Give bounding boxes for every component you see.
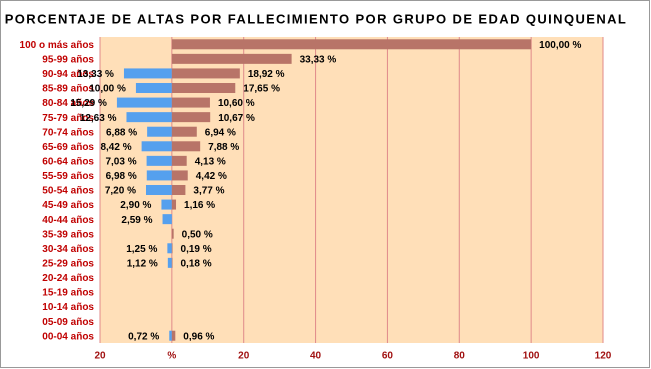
value-label: 2,90 % xyxy=(120,200,151,211)
bar xyxy=(171,155,187,166)
value-label: 100,00 % xyxy=(539,40,581,51)
y-tick-label: 100 o más años xyxy=(20,40,95,51)
bar xyxy=(116,97,172,108)
y-tick-label: 50-54 años xyxy=(42,186,94,197)
bar xyxy=(171,141,201,152)
y-tick-label: 65-69 años xyxy=(42,142,94,153)
value-label: 6,88 % xyxy=(106,127,137,138)
value-label: 10,67 % xyxy=(218,113,255,124)
value-label: 13,33 % xyxy=(77,69,114,80)
bar xyxy=(171,228,174,239)
value-label: 33,33 % xyxy=(300,54,337,65)
bar xyxy=(171,83,236,93)
x-tick-label: 120 xyxy=(595,351,612,362)
bar xyxy=(162,214,172,225)
y-tick-label: 80-84 años xyxy=(42,98,94,109)
value-label: 0,72 % xyxy=(128,331,159,342)
value-label: 4,13 % xyxy=(195,156,226,167)
bar xyxy=(123,68,172,79)
value-label: 1,25 % xyxy=(126,244,157,255)
y-tick-label: 90-94 años xyxy=(42,69,94,80)
bar xyxy=(171,126,197,137)
x-tick-label: 40 xyxy=(310,351,322,362)
y-tick-label: 95-99 años xyxy=(42,54,94,65)
bar xyxy=(161,199,172,210)
bar xyxy=(171,170,188,181)
value-label: 7,88 % xyxy=(208,142,239,153)
x-tick-label: 20 xyxy=(238,351,250,362)
y-tick-label: 05-09 años xyxy=(42,317,94,328)
bar xyxy=(147,126,172,137)
value-label: 6,94 % xyxy=(205,127,236,138)
value-label: 8,42 % xyxy=(100,142,131,153)
x-tick-label: 60 xyxy=(382,351,394,362)
bar xyxy=(135,83,172,93)
bar xyxy=(171,53,292,64)
bar xyxy=(171,185,186,195)
bar xyxy=(171,243,173,254)
value-label: 6,98 % xyxy=(106,171,137,182)
bar xyxy=(146,170,172,181)
bar xyxy=(145,185,172,195)
y-tick-label: 70-74 años xyxy=(42,127,94,138)
value-label: 7,20 % xyxy=(105,186,136,197)
value-label: 10,00 % xyxy=(89,84,126,95)
bar xyxy=(146,155,172,166)
bar xyxy=(171,68,240,79)
chart-title: PORCENTAJE DE ALTAS POR FALLECIMIENTO PO… xyxy=(5,11,628,26)
y-tick-label: 75-79 años xyxy=(42,113,94,124)
value-label: 15,29 % xyxy=(70,98,107,109)
y-tick-label: 15-19 años xyxy=(42,288,94,299)
y-tick-label: 20-24 años xyxy=(42,273,94,284)
bar xyxy=(171,330,176,341)
y-tick-label: 85-89 años xyxy=(42,84,94,95)
y-tick-label: 60-64 años xyxy=(42,156,94,167)
bar xyxy=(171,112,211,123)
value-label: 0,18 % xyxy=(181,258,212,269)
y-tick-label: 25-29 años xyxy=(42,258,94,269)
value-label: 0,19 % xyxy=(181,244,212,255)
y-tick-label: 00-04 años xyxy=(42,331,94,342)
value-label: 12,63 % xyxy=(80,113,117,124)
y-tick-label: 30-34 años xyxy=(42,244,94,255)
y-tick-label: 55-59 años xyxy=(42,171,94,182)
bar xyxy=(171,257,173,268)
value-label: 2,59 % xyxy=(121,215,152,226)
bar xyxy=(126,112,172,123)
value-label: 10,60 % xyxy=(218,98,255,109)
value-label: 3,77 % xyxy=(193,186,224,197)
x-tick-label: 100 xyxy=(523,351,540,362)
bar xyxy=(167,257,172,268)
bar xyxy=(171,39,532,50)
y-tick-label: 40-44 años xyxy=(42,215,94,226)
y-tick-label: 35-39 años xyxy=(42,229,94,240)
x-tick-label: 20 xyxy=(94,351,106,362)
value-label: 17,65 % xyxy=(243,84,280,95)
x-tick-label: % xyxy=(167,351,176,362)
value-label: 0,50 % xyxy=(182,229,213,240)
bar xyxy=(167,243,172,254)
x-tick-label: 80 xyxy=(454,351,466,362)
value-label: 1,12 % xyxy=(127,258,158,269)
value-label: 1,16 % xyxy=(184,200,215,211)
value-label: 7,03 % xyxy=(105,156,136,167)
y-tick-label: 45-49 años xyxy=(42,200,94,211)
y-tick-label: 10-14 años xyxy=(42,302,94,313)
bar xyxy=(169,330,172,341)
value-label: 18,92 % xyxy=(248,69,285,80)
bar xyxy=(141,141,172,152)
bar xyxy=(171,199,177,210)
value-label: 0,96 % xyxy=(183,331,214,342)
value-label: 4,42 % xyxy=(196,171,227,182)
bar xyxy=(171,97,210,108)
